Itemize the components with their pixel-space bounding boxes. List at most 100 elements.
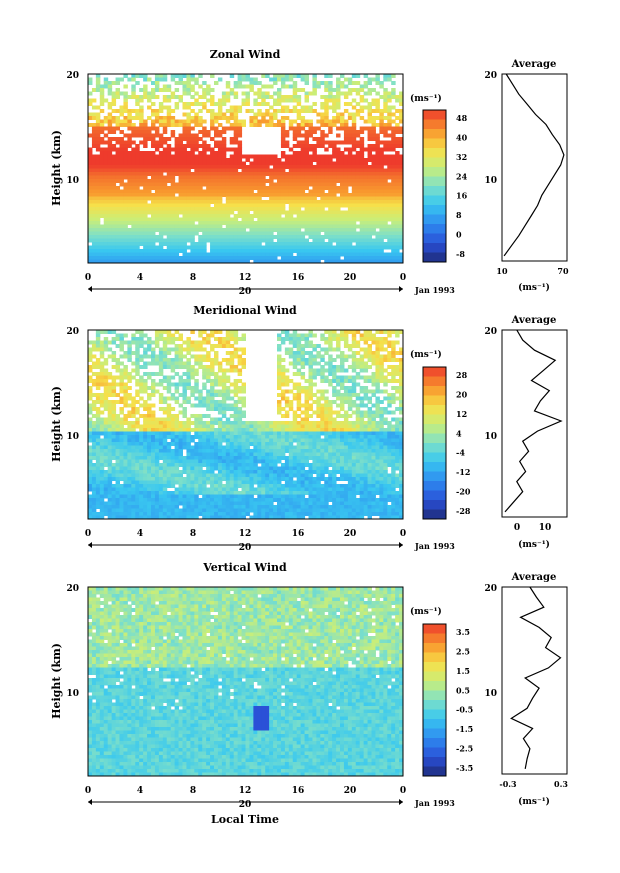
heatmap-cell: [221, 126, 227, 131]
heatmap-cell: [343, 193, 349, 197]
heatmap-cell: [182, 231, 187, 236]
heatmap-cell: [277, 168, 282, 173]
heatmap-cell: [367, 365, 372, 369]
heatmap-cell: [277, 424, 282, 429]
heatmap-cell: [292, 154, 298, 159]
heatmap-cell: [217, 172, 223, 176]
heatmap-cell: [88, 231, 93, 236]
heatmap-cell: [347, 245, 353, 250]
heatmap-cell: [324, 123, 329, 127]
heatmap-cell: [186, 221, 191, 225]
heatmap-cell: [190, 414, 195, 418]
heatmap-cell: [391, 358, 396, 362]
heatmap-cell: [340, 84, 345, 89]
heatmap-cell: [103, 368, 109, 373]
heatmap-cell: [312, 151, 317, 155]
heatmap-cell: [332, 193, 337, 197]
heatmap-cell: [343, 396, 349, 401]
heatmap-cell: [245, 235, 250, 239]
heatmap-cell: [292, 109, 298, 113]
heatmap-cell: [166, 147, 172, 152]
heatmap-cell: [359, 365, 365, 369]
heatmap-cell: [198, 193, 203, 197]
heatmap-cell: [225, 214, 231, 218]
heatmap-cell: [292, 144, 298, 148]
heatmap-cell: [371, 354, 376, 359]
heatmap-cell: [296, 95, 302, 99]
heatmap-cell: [162, 396, 168, 401]
heatmap-cell: [296, 126, 302, 131]
heatmap-cell: [363, 105, 369, 110]
heatmap-cell: [139, 179, 144, 183]
heatmap-cell: [182, 210, 187, 215]
heatmap-cell: [111, 252, 117, 257]
heatmap-cell: [182, 168, 187, 173]
heatmap-cell: [265, 245, 270, 250]
heatmap-cell: [336, 119, 341, 124]
heatmap-cell: [395, 242, 400, 246]
heatmap-cell: [214, 81, 219, 85]
heatmap-cell: [343, 228, 349, 232]
heatmap-cell: [359, 252, 365, 257]
heatmap-cell: [383, 256, 388, 260]
heatmap-cell: [107, 221, 113, 225]
heatmap-cell: [170, 375, 176, 380]
heatmap-cell: [312, 203, 317, 208]
heatmap-cell: [214, 245, 219, 250]
heatmap-cell: [363, 351, 369, 355]
heatmap-cell: [359, 368, 365, 373]
heatmap-cell: [221, 165, 227, 169]
heatmap-cell: [336, 140, 341, 145]
heatmap-cell: [253, 91, 258, 96]
heatmap-cell: [135, 368, 140, 373]
heatmap-cell: [198, 242, 203, 246]
avg-unit: (ms⁻¹): [518, 282, 550, 293]
heatmap-cell: [351, 252, 357, 257]
heatmap-cell: [174, 330, 180, 334]
heatmap-cell: [147, 403, 152, 408]
heatmap-cell: [233, 228, 239, 232]
heatmap-cell: [308, 379, 313, 383]
heatmap-cell: [363, 354, 369, 359]
heatmap-cell: [131, 151, 136, 155]
heatmap-cell: [194, 224, 199, 229]
heatmap-cell: [245, 189, 250, 194]
heatmap-cell: [241, 428, 246, 432]
heatmap-cell: [111, 428, 117, 432]
heatmap-cell: [336, 95, 341, 99]
heatmap-cell: [383, 186, 388, 190]
heatmap-cell: [91, 172, 97, 176]
heatmap-cell: [127, 424, 132, 429]
heatmap-cell: [332, 228, 337, 232]
heatmap-cell: [233, 242, 239, 246]
heatmap-cell: [257, 421, 262, 425]
heatmap-cell: [332, 428, 337, 432]
heatmap-cell: [221, 189, 227, 194]
heatmap-cell: [265, 158, 270, 162]
heatmap-cell: [91, 210, 97, 215]
heatmap-cell: [210, 88, 215, 92]
heatmap-cell: [206, 109, 211, 113]
heatmap-cell: [328, 81, 333, 85]
colorbar-tick-label: 0: [456, 230, 462, 240]
heatmap-cell: [363, 168, 369, 173]
heatmap-cell: [190, 116, 195, 120]
heatmap-cell: [379, 407, 384, 411]
heatmap-cell: [347, 214, 353, 218]
heatmap-cell: [131, 221, 136, 225]
heatmap-cell: [214, 154, 219, 159]
heatmap-cell: [88, 165, 93, 169]
heatmap-cell: [182, 221, 187, 225]
heatmap-cell: [182, 340, 187, 345]
heatmap-cell: [99, 137, 105, 141]
heatmap-cell: [257, 214, 262, 218]
heatmap-cell: [241, 347, 246, 352]
heatmap-cell: [343, 393, 349, 397]
heatmap-cell: [194, 91, 199, 96]
heatmap-cell: [115, 421, 120, 425]
heatmap-cell: [143, 186, 148, 190]
heatmap-cell: [379, 410, 384, 415]
heatmap-cell: [174, 196, 180, 201]
heatmap-cell: [210, 396, 215, 401]
heatmap-cell: [221, 421, 227, 425]
